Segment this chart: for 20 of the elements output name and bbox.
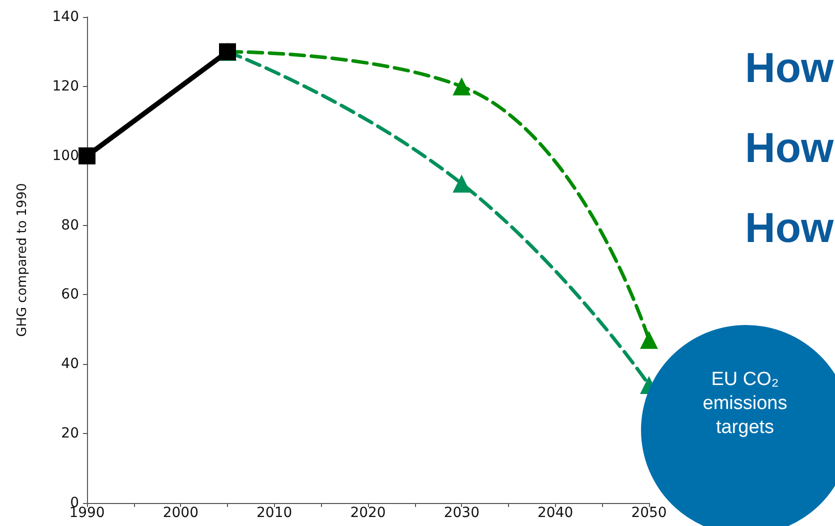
y-tick-label: 20	[61, 426, 79, 442]
x-tick-label: 2000	[162, 505, 198, 521]
x-tick-label: 2030	[444, 505, 480, 521]
x-tick-label: 2020	[350, 505, 386, 521]
x-tick-label: 2040	[538, 505, 574, 521]
text: EU CO₂ emissions targets	[702, 368, 788, 440]
point	[78, 147, 96, 164]
y-tick-label: 120	[52, 78, 79, 94]
y-axis-title: GHG compared to 1990	[15, 183, 30, 337]
y-tick-label: 60	[61, 286, 79, 303]
text: How	[745, 204, 834, 252]
text: How	[745, 124, 834, 172]
y-tick-label: 40	[61, 356, 79, 372]
y-tick-label: 100	[52, 148, 79, 164]
y-tick-label: 80	[61, 217, 79, 234]
point	[452, 174, 471, 193]
text: How	[745, 44, 834, 92]
x-tick-label: 2050	[631, 505, 667, 521]
x-tick-label: 2010	[256, 505, 292, 521]
y-tick-label: 140	[52, 9, 79, 25]
